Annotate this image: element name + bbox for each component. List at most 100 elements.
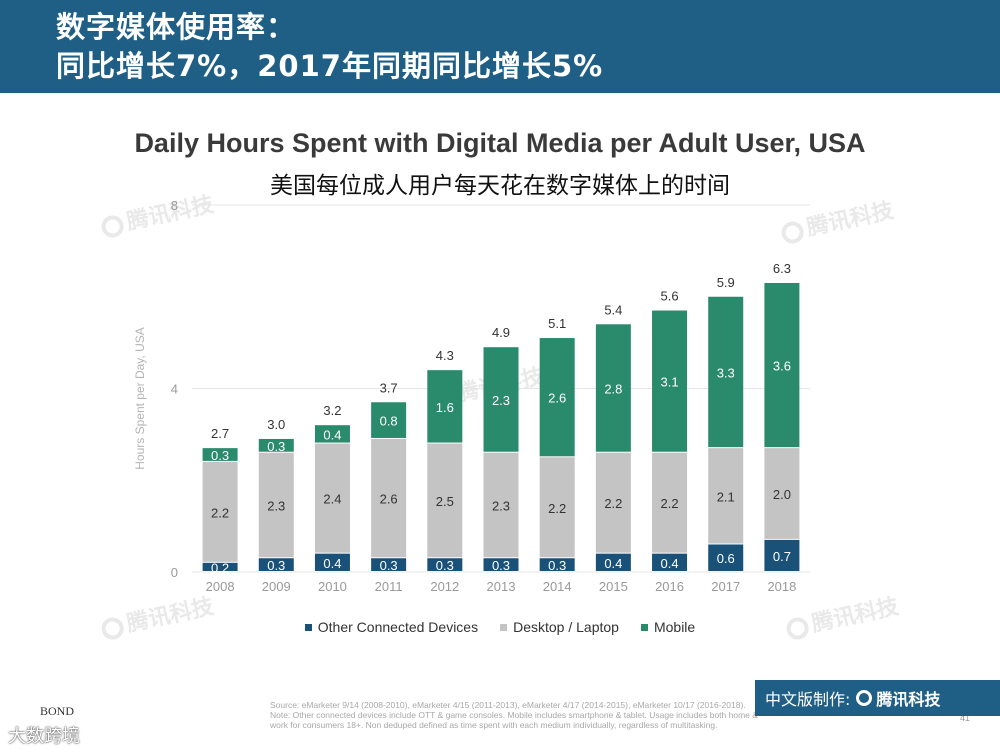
x-tick-label: 2018 xyxy=(767,579,796,594)
desktop-label: 2.3 xyxy=(267,498,285,513)
other-devices-label: 0.3 xyxy=(436,558,454,573)
total-label: 4.3 xyxy=(436,348,454,363)
tencent-logo-icon xyxy=(856,690,873,706)
x-tick-label: 2013 xyxy=(487,579,516,594)
legend-item: Other Connected Devices xyxy=(304,619,479,635)
other-devices-label: 0.2 xyxy=(211,560,229,575)
legend-swatch xyxy=(640,623,648,631)
x-tick-label: 2008 xyxy=(206,579,235,594)
x-tick-label: 2011 xyxy=(375,579,403,594)
mobile-bar xyxy=(652,310,688,452)
total-label: 5.9 xyxy=(717,275,735,290)
mobile-bar xyxy=(314,425,350,443)
legend-label: Other Connected Devices xyxy=(317,619,479,635)
y-tick-label: 4 xyxy=(171,382,178,397)
desktop-bar xyxy=(427,443,463,558)
credit-banner: 中文版制作: 腾讯科技 xyxy=(755,680,1000,716)
other-devices-bar xyxy=(483,558,519,571)
mobile-label: 2.3 xyxy=(492,393,510,408)
chart-subtitle: 美国每位成人用户每天花在数字媒体上的时间 xyxy=(270,173,730,199)
mobile-label: 0.8 xyxy=(380,414,398,429)
desktop-label: 2.1 xyxy=(717,489,735,504)
desktop-bar xyxy=(652,452,688,553)
mobile-label: 0.3 xyxy=(211,448,229,463)
header-title-line-2: 同比增长7%，2017年同期同比增长5% xyxy=(56,49,604,83)
desktop-bar xyxy=(595,452,631,553)
mobile-label: 2.8 xyxy=(604,382,622,397)
legend-label: Desktop / Laptop xyxy=(513,619,619,635)
mobile-label: 0.3 xyxy=(267,439,285,454)
desktop-label: 2.3 xyxy=(492,498,510,513)
mobile-bar xyxy=(483,347,519,452)
legend-swatch xyxy=(500,623,508,631)
x-tick-label: 2017 xyxy=(711,579,740,594)
legend-swatch xyxy=(304,623,312,631)
chart-legend: Other Connected Devices Desktop / Laptop M… xyxy=(0,619,1000,635)
other-devices-bar xyxy=(539,558,575,571)
mobile-bar xyxy=(202,448,238,461)
credit-label: 中文版制作: xyxy=(765,690,851,709)
desktop-label: 2.5 xyxy=(436,494,454,509)
mobile-bar xyxy=(258,438,294,452)
mobile-bar xyxy=(427,370,463,443)
total-label: 3.0 xyxy=(267,417,285,432)
desktop-bar xyxy=(708,448,744,544)
source-line: work for consumers 18+. Non deduped defi… xyxy=(270,720,718,730)
other-devices-label: 0.3 xyxy=(492,558,510,573)
x-tick-label: 2010 xyxy=(318,579,347,594)
desktop-label: 2.0 xyxy=(773,487,791,502)
other-devices-label: 0.3 xyxy=(267,558,285,573)
y-tick-label: 8 xyxy=(171,198,178,213)
y-tick-label: 0 xyxy=(171,565,178,580)
other-devices-bar xyxy=(764,539,800,571)
mobile-label: 3.6 xyxy=(773,359,791,374)
total-label: 5.1 xyxy=(548,316,566,331)
mobile-bar xyxy=(539,338,575,457)
other-devices-bar xyxy=(371,558,407,571)
desktop-bar xyxy=(483,452,519,558)
desktop-label: 2.6 xyxy=(380,492,398,507)
mobile-bar xyxy=(595,324,631,452)
desktop-label: 2.2 xyxy=(604,496,622,511)
desktop-label: 2.4 xyxy=(323,492,341,507)
total-label: 5.4 xyxy=(604,302,622,317)
total-label: 5.6 xyxy=(661,289,679,304)
legend-label: Mobile xyxy=(653,619,696,635)
other-devices-bar xyxy=(595,553,631,571)
other-devices-bar xyxy=(427,558,463,571)
other-devices-bar xyxy=(258,558,294,571)
header-title-line-1: 数字媒体使用率： xyxy=(56,10,297,44)
desktop-bar xyxy=(258,452,294,558)
desktop-label: 2.2 xyxy=(548,501,566,516)
total-label: 3.2 xyxy=(323,403,341,418)
total-label: 4.9 xyxy=(492,325,510,340)
total-label: 3.7 xyxy=(380,380,398,395)
credit-brand-text: 腾讯科技 xyxy=(876,690,941,709)
source-note: Source: eMarketer 9/14 (2008-2010), eMar… xyxy=(270,700,830,730)
mobile-label: 2.6 xyxy=(548,391,566,406)
desktop-bar xyxy=(539,457,575,558)
other-devices-label: 0.6 xyxy=(717,551,735,566)
x-tick-label: 2015 xyxy=(599,579,628,594)
x-tick-label: 2012 xyxy=(430,579,459,594)
desktop-label: 2.2 xyxy=(211,505,229,520)
source-line: Source: eMarketer 9/14 (2008-2010), eMar… xyxy=(270,700,746,710)
x-tick-label: 2014 xyxy=(543,579,572,594)
bond-label: BOND xyxy=(40,704,75,718)
other-devices-label: 0.7 xyxy=(773,549,791,564)
desktop-bar xyxy=(371,438,407,558)
other-devices-bar xyxy=(708,544,744,571)
y-axis-label: Hours Spent per Day, USA xyxy=(133,327,147,470)
other-devices-label: 0.4 xyxy=(661,556,679,571)
mobile-label: 0.4 xyxy=(323,427,341,442)
desktop-bar xyxy=(764,448,800,539)
desktop-bar xyxy=(202,461,238,562)
x-tick-label: 2009 xyxy=(262,579,291,594)
mobile-label: 1.6 xyxy=(436,400,454,415)
other-devices-label: 0.4 xyxy=(323,556,341,571)
cross-border-watermark: 大数跨境 xyxy=(8,726,80,747)
legend-item: Mobile xyxy=(640,619,696,635)
other-devices-bar xyxy=(652,553,688,571)
source-line: Note: Other connected devices include OT… xyxy=(270,710,758,720)
